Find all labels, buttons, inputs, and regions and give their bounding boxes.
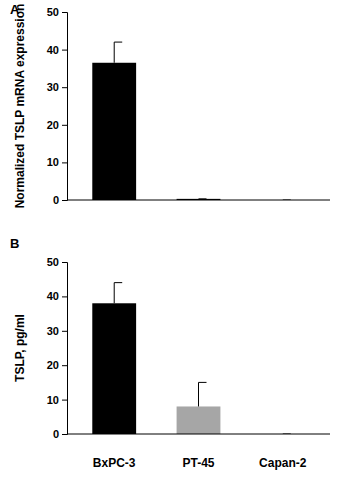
y-tick: 10 <box>47 394 67 406</box>
y-tick-mark <box>62 400 67 401</box>
x-tick-label: Capan-2 <box>259 456 307 470</box>
x-axis-line <box>67 200 330 201</box>
bar <box>92 63 136 200</box>
y-tick-mark <box>62 50 67 51</box>
y-tick-label: 50 <box>47 6 59 18</box>
x-tick: BxPC-3 <box>93 456 136 470</box>
x-tick-label: BxPC-3 <box>93 456 136 470</box>
y-tick-label: 10 <box>47 394 59 406</box>
error-cap <box>199 382 207 383</box>
y-tick-mark <box>62 87 67 88</box>
bar <box>92 303 136 434</box>
y-tick: 20 <box>47 119 67 131</box>
y-tick: 40 <box>47 290 67 302</box>
y-tick-mark <box>62 162 67 163</box>
y-tick-label: 40 <box>47 290 59 302</box>
panel-label: B <box>10 236 19 251</box>
y-tick-mark <box>62 296 67 297</box>
y-tick-label: 40 <box>47 44 59 56</box>
y-tick-mark <box>62 12 67 13</box>
y-tick-label: 0 <box>53 428 59 440</box>
y-axis-title: TSLP, pg/ml <box>13 314 27 382</box>
y-tick: 50 <box>47 6 67 18</box>
error-bar <box>114 283 122 304</box>
y-axis-line <box>62 13 68 201</box>
y-tick-label: 30 <box>47 325 59 337</box>
error-cap <box>114 282 122 283</box>
y-axis-title: Normalized TSLP mRNA expression <box>13 4 27 209</box>
y-tick-mark <box>62 200 67 201</box>
x-tick: PT-45 <box>182 456 214 470</box>
x-axis <box>67 200 330 201</box>
y-tick-label: 0 <box>53 194 59 206</box>
error-bar <box>199 382 207 406</box>
bar <box>177 406 221 434</box>
y-tick-mark <box>62 125 67 126</box>
panel: 0 10 20 30 40 50 Normalized TSLP mRNA expressi… <box>10 2 330 208</box>
error-bar <box>114 42 122 63</box>
error-cap <box>114 42 122 43</box>
y-tick: 50 <box>47 256 67 268</box>
y-tick-label: 20 <box>47 119 59 131</box>
y-tick: 0 <box>53 194 67 206</box>
y-tick-mark <box>62 331 67 332</box>
y-tick-mark <box>62 262 67 263</box>
figure: 0 10 20 30 40 50 Normalized TSLP mRNA expressi… <box>0 0 350 485</box>
error-stem <box>114 283 115 304</box>
y-tick: 30 <box>47 81 67 93</box>
y-tick: 0 <box>53 428 67 440</box>
marks <box>92 42 291 200</box>
error-bar <box>199 198 207 199</box>
y-axis: 0 10 20 30 40 50 <box>47 6 68 206</box>
error-stem <box>198 382 199 406</box>
x-axis: BxPC-3 PT-45 Capan-2 <box>67 434 330 470</box>
y-tick-label: 20 <box>47 359 59 371</box>
y-axis: 0 10 20 30 40 50 <box>47 256 68 440</box>
panel: 0 10 20 30 40 50 BxPC-3 PT-45 Capan-2 TSLP, pg/ml… <box>10 236 330 470</box>
y-tick-label: 10 <box>47 156 59 168</box>
panel-label: A <box>10 2 20 17</box>
y-tick-label: 50 <box>47 256 59 268</box>
x-tick-label: PT-45 <box>182 456 214 470</box>
y-tick-mark <box>62 434 67 435</box>
y-tick-mark <box>62 365 67 366</box>
y-tick: 20 <box>47 359 67 371</box>
y-tick: 10 <box>47 156 67 168</box>
error-stem <box>114 42 115 63</box>
marks <box>92 283 291 434</box>
y-axis-line <box>62 263 68 435</box>
y-tick-label: 30 <box>47 81 59 93</box>
y-tick: 40 <box>47 44 67 56</box>
y-tick: 30 <box>47 325 67 337</box>
x-axis-line <box>67 434 330 435</box>
x-tick: Capan-2 <box>259 456 307 470</box>
error-cap <box>199 198 207 199</box>
